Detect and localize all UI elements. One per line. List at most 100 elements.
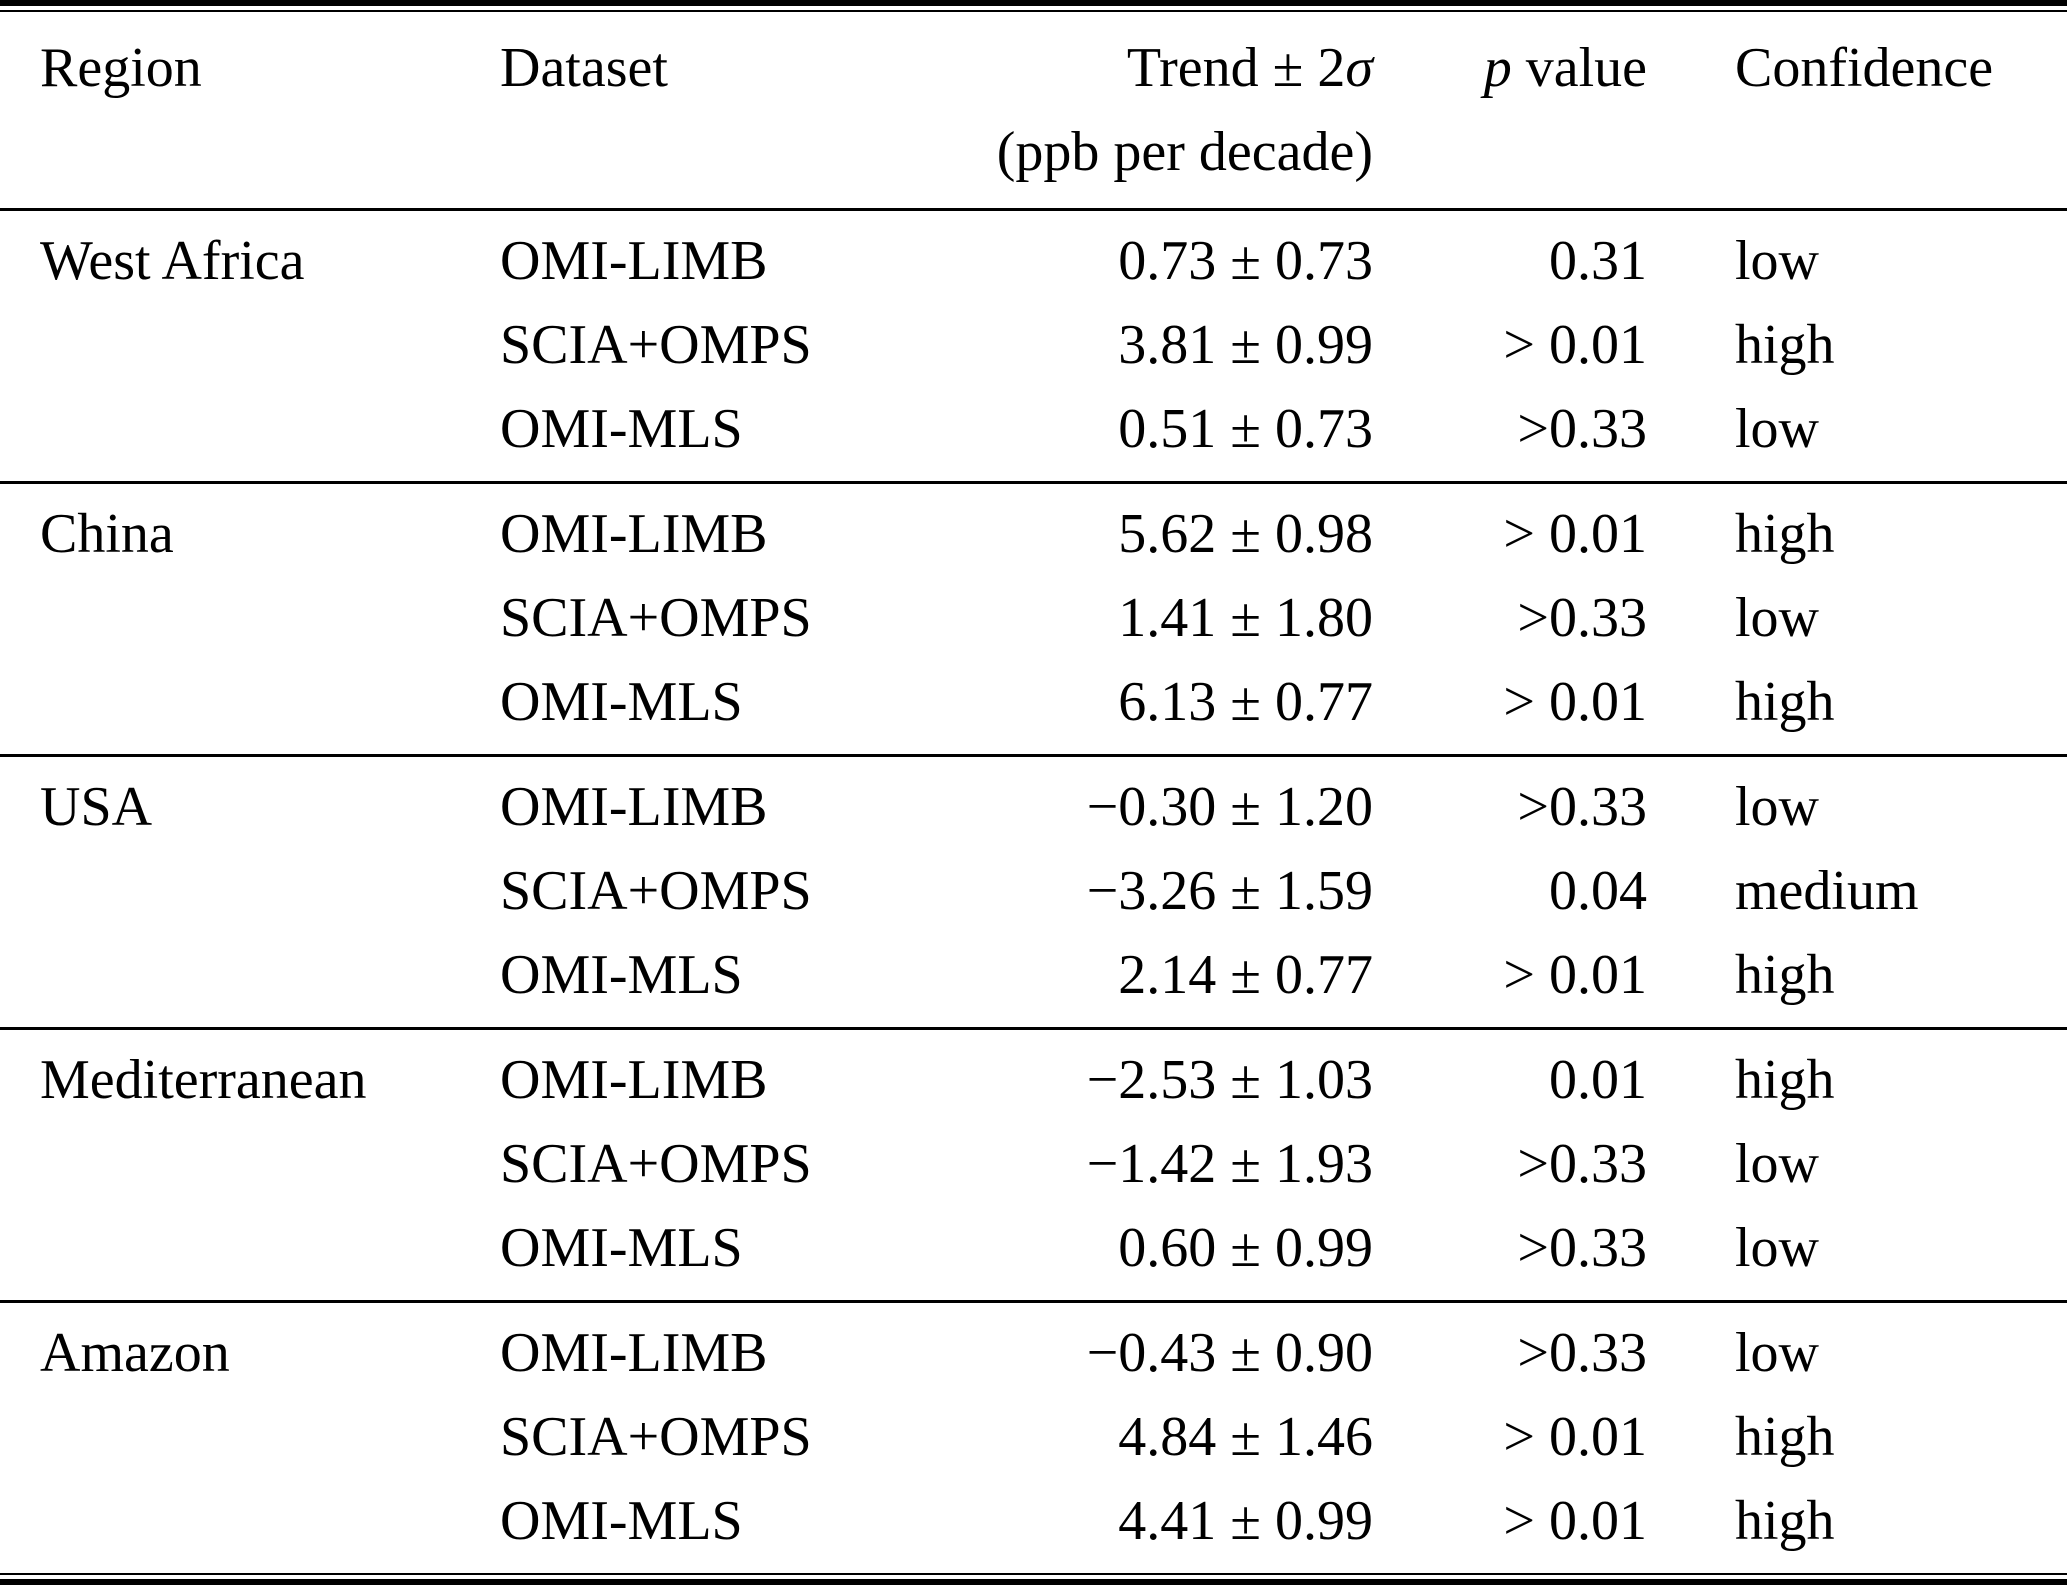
sigma-symbol: σ [1345, 37, 1373, 99]
region-cell: China [40, 503, 174, 565]
trend-cell: 4.84 ± 1.46 [1118, 1406, 1373, 1468]
dataset-cell: OMI-MLS [500, 944, 743, 1006]
p-value-cell: >0.33 [1517, 1133, 1647, 1195]
confidence-cell: low [1735, 1322, 1819, 1384]
confidence-cell: high [1735, 314, 1835, 376]
dataset-cell: SCIA+OMPS [500, 587, 812, 649]
p-value-cell: >0.33 [1517, 398, 1647, 460]
p-value-cell: >0.33 [1517, 776, 1647, 838]
table-row: USA OMI-LIMB −0.30 ± 1.20 >0.33 low [0, 756, 2067, 850]
p-value-cell: > 0.01 [1503, 671, 1647, 733]
region-cell: West Africa [40, 230, 305, 292]
table-row: OMI-MLS 0.60 ± 0.99 >0.33 low [0, 1206, 2067, 1302]
confidence-cell: high [1735, 503, 1835, 565]
trend-cell: 3.81 ± 0.99 [1118, 314, 1373, 376]
p-value-cell: >0.33 [1517, 1217, 1647, 1279]
trend-header-line1: Trend ± 2σ [965, 26, 1373, 110]
header-row: Region Dataset Trend ± 2σ (ppb per decad… [0, 11, 2067, 210]
trend-cell: 0.51 ± 0.73 [1118, 398, 1373, 460]
table-row: China OMI-LIMB 5.62 ± 0.98 > 0.01 high [0, 483, 2067, 577]
dataset-cell: OMI-LIMB [500, 1322, 768, 1384]
p-value-cell: >0.33 [1517, 1322, 1647, 1384]
col-header-region: Region [40, 37, 202, 99]
table-row: OMI-MLS 2.14 ± 0.77 > 0.01 high [0, 933, 2067, 1029]
trend-cell: 1.41 ± 1.80 [1118, 587, 1373, 649]
p-value-cell: > 0.01 [1503, 944, 1647, 1006]
bottom-rule-thick [0, 1579, 2067, 1585]
table-row: West Africa OMI-LIMB 0.73 ± 0.73 0.31 lo… [0, 210, 2067, 304]
dataset-cell: OMI-MLS [500, 1490, 743, 1552]
p-value-cell: > 0.01 [1503, 1490, 1647, 1552]
table-header: Region Dataset Trend ± 2σ (ppb per decad… [0, 11, 2067, 210]
trend-cell: 0.60 ± 0.99 [1118, 1217, 1373, 1279]
region-cell: Mediterranean [40, 1049, 367, 1111]
table-row: SCIA+OMPS −3.26 ± 1.59 0.04 medium [0, 849, 2067, 933]
dataset-cell: OMI-LIMB [500, 503, 768, 565]
p-value-cell: 0.31 [1549, 230, 1647, 292]
p-value-cell: > 0.01 [1503, 1406, 1647, 1468]
table-row: SCIA+OMPS 4.84 ± 1.46 > 0.01 high [0, 1395, 2067, 1479]
confidence-cell: high [1735, 671, 1835, 733]
dataset-cell: OMI-MLS [500, 1217, 743, 1279]
trend-cell: 2.14 ± 0.77 [1118, 944, 1373, 1006]
section-usa: USA OMI-LIMB −0.30 ± 1.20 >0.33 low SCIA… [0, 756, 2067, 1029]
confidence-cell: low [1735, 230, 1819, 292]
confidence-cell: high [1735, 944, 1835, 1006]
trend-cell: −1.42 ± 1.93 [1086, 1133, 1373, 1195]
trend-cell: −2.53 ± 1.03 [1086, 1049, 1373, 1111]
region-cell: Amazon [40, 1322, 230, 1384]
p-value-cell: > 0.01 [1503, 503, 1647, 565]
confidence-cell: low [1735, 587, 1819, 649]
dataset-cell: SCIA+OMPS [500, 1406, 812, 1468]
trend-cell: 4.41 ± 0.99 [1118, 1490, 1373, 1552]
confidence-cell: medium [1735, 860, 1919, 922]
trend-cell: −0.30 ± 1.20 [1086, 776, 1373, 838]
top-rule-thick [0, 0, 2067, 6]
confidence-cell: low [1735, 398, 1819, 460]
bottom-rule-gap [0, 1575, 2067, 1579]
dataset-cell: OMI-MLS [500, 398, 743, 460]
col-header-dataset: Dataset [500, 37, 668, 99]
dataset-cell: OMI-LIMB [500, 776, 768, 838]
confidence-cell: low [1735, 1133, 1819, 1195]
trend-cell: −3.26 ± 1.59 [1086, 860, 1373, 922]
top-rule-gap [0, 6, 2067, 10]
section-amazon: Amazon OMI-LIMB −0.43 ± 0.90 >0.33 low S… [0, 1302, 2067, 1574]
table-row: OMI-MLS 6.13 ± 0.77 > 0.01 high [0, 660, 2067, 756]
trend-cell: 6.13 ± 0.77 [1118, 671, 1373, 733]
trend-header-unit: (ppb per decade) [996, 121, 1373, 183]
p-value-cell: 0.01 [1549, 1049, 1647, 1111]
col-header-pvalue: p value [1385, 11, 1655, 210]
table-row: OMI-MLS 4.41 ± 0.99 > 0.01 high [0, 1479, 2067, 1574]
region-cell: USA [40, 776, 153, 838]
dataset-cell: OMI-LIMB [500, 1049, 768, 1111]
col-header-confidence: Confidence [1735, 37, 1994, 99]
p-header-text: value [1511, 37, 1647, 99]
p-value-cell: >0.33 [1517, 587, 1647, 649]
section-mediterranean: Mediterranean OMI-LIMB −2.53 ± 1.03 0.01… [0, 1029, 2067, 1302]
dataset-cell: SCIA+OMPS [500, 314, 812, 376]
trend-cell: 0.73 ± 0.73 [1118, 230, 1373, 292]
table-row: SCIA+OMPS 1.41 ± 1.80 >0.33 low [0, 576, 2067, 660]
p-symbol: p [1483, 37, 1512, 99]
confidence-cell: high [1735, 1406, 1835, 1468]
dataset-cell: SCIA+OMPS [500, 860, 812, 922]
p-value-cell: > 0.01 [1503, 314, 1647, 376]
trend-cell: −0.43 ± 0.90 [1086, 1322, 1373, 1384]
table-row: SCIA+OMPS 3.81 ± 0.99 > 0.01 high [0, 303, 2067, 387]
confidence-cell: low [1735, 776, 1819, 838]
confidence-cell: high [1735, 1490, 1835, 1552]
table-row: Amazon OMI-LIMB −0.43 ± 0.90 >0.33 low [0, 1302, 2067, 1396]
trends-table: Region Dataset Trend ± 2σ (ppb per decad… [0, 10, 2067, 1575]
dataset-cell: SCIA+OMPS [500, 1133, 812, 1195]
trend-header-text: Trend ± 2 [1126, 37, 1346, 99]
p-value-cell: 0.04 [1549, 860, 1647, 922]
section-west-africa: West Africa OMI-LIMB 0.73 ± 0.73 0.31 lo… [0, 210, 2067, 483]
dataset-cell: OMI-LIMB [500, 230, 768, 292]
dataset-cell: OMI-MLS [500, 671, 743, 733]
col-header-trend: Trend ± 2σ (ppb per decade) [965, 11, 1385, 210]
table-row: SCIA+OMPS −1.42 ± 1.93 >0.33 low [0, 1122, 2067, 1206]
section-china: China OMI-LIMB 5.62 ± 0.98 > 0.01 high S… [0, 483, 2067, 756]
trend-cell: 5.62 ± 0.98 [1118, 503, 1373, 565]
